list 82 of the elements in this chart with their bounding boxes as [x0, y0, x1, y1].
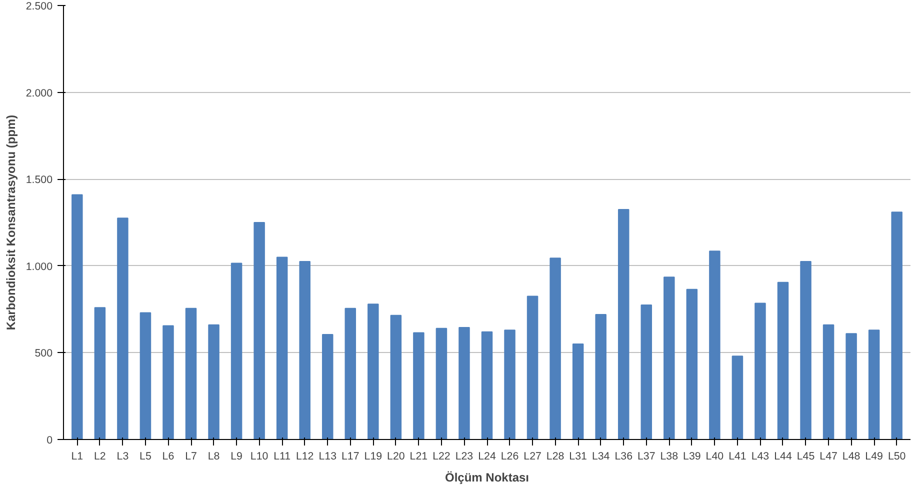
- x-tick-label: L12: [296, 450, 314, 462]
- bar: [276, 256, 288, 440]
- y-tick-label: 2.000: [26, 87, 53, 100]
- bar: [413, 332, 424, 440]
- x-tick-label: L24: [478, 450, 496, 462]
- x-tick-label: L22: [432, 450, 450, 462]
- bar: [72, 194, 83, 440]
- x-tick-label: L7: [185, 450, 198, 462]
- bar: [572, 344, 584, 440]
- x-tick-label: L17: [341, 450, 360, 462]
- y-tick-label: 500: [34, 348, 53, 360]
- x-tick-label: L19: [364, 450, 382, 462]
- x-tick-label: L23: [455, 450, 474, 462]
- bar: [686, 288, 698, 440]
- x-tick-label: L38: [660, 450, 678, 462]
- bar: [891, 212, 902, 440]
- x-tick-label: L8: [208, 450, 220, 462]
- bar: [458, 327, 470, 440]
- bar: [868, 330, 880, 440]
- bar: [140, 312, 152, 440]
- bar: [800, 261, 812, 440]
- bar: [526, 296, 538, 440]
- bar: [846, 333, 857, 440]
- bar: [254, 222, 265, 440]
- x-tick-label: L20: [387, 450, 405, 462]
- x-tick-label: L10: [250, 450, 268, 462]
- bar: [640, 304, 652, 440]
- bar: [368, 304, 379, 440]
- bar: [208, 324, 220, 440]
- bar: [709, 250, 720, 440]
- bar: [230, 262, 242, 440]
- x-tick-label: L5: [140, 450, 152, 462]
- y-axis-title: Karbondioksit Konsantrasyonu (ppm): [4, 114, 18, 330]
- x-tick-label: L21: [410, 450, 428, 462]
- bar: [344, 308, 356, 440]
- bar: [618, 208, 630, 440]
- bar: [732, 356, 744, 440]
- bar: [117, 218, 128, 440]
- x-tick-label: L49: [865, 450, 884, 462]
- x-tick-label: L34: [592, 450, 610, 462]
- x-tick-label: L40: [706, 450, 724, 462]
- x-tick-label: L41: [728, 450, 746, 462]
- x-tick-label: L48: [842, 450, 860, 462]
- x-tick-label: L44: [774, 450, 792, 462]
- bar: [664, 276, 675, 440]
- bar: [595, 314, 606, 440]
- x-tick-label: L27: [524, 450, 542, 462]
- y-tick-label: 1.500: [26, 174, 53, 186]
- bar: [436, 328, 448, 440]
- x-tick-label: L6: [162, 450, 174, 462]
- x-tick-label: L31: [569, 450, 588, 462]
- bar: [822, 324, 834, 440]
- y-tick-label: 1.000: [26, 260, 53, 273]
- bar: [777, 282, 789, 440]
- x-tick-label: L45: [796, 450, 815, 462]
- bar: [94, 307, 106, 440]
- x-tick-label: L26: [500, 450, 519, 462]
- x-tick-label: L47: [820, 450, 838, 462]
- x-tick-label: L13: [318, 450, 337, 462]
- x-tick-label: L50: [888, 450, 906, 462]
- bar: [322, 334, 334, 440]
- x-tick-label: L37: [637, 450, 656, 462]
- x-tick-label: L39: [683, 450, 701, 462]
- x-tick-label: L28: [546, 450, 564, 462]
- x-tick-label: L9: [230, 450, 243, 462]
- y-tick-label: 2.500: [26, 0, 53, 12]
- bar: [550, 258, 561, 440]
- bar: [754, 302, 766, 440]
- bar: [185, 308, 197, 440]
- x-tick-label: L2: [94, 450, 106, 462]
- bar: [390, 314, 402, 440]
- x-tick-label: L36: [614, 450, 633, 462]
- x-axis-title: Ölçüm Noktası: [444, 470, 530, 484]
- bar: [481, 331, 493, 440]
- x-tick-label: L1: [71, 450, 84, 462]
- y-tick-label: 0: [46, 434, 53, 446]
- bar: [299, 261, 310, 440]
- x-tick-label: L3: [116, 450, 129, 462]
- bar: [162, 325, 174, 440]
- x-tick-label: L43: [751, 450, 770, 462]
- bar: [504, 330, 516, 440]
- x-tick-label: L11: [274, 450, 291, 462]
